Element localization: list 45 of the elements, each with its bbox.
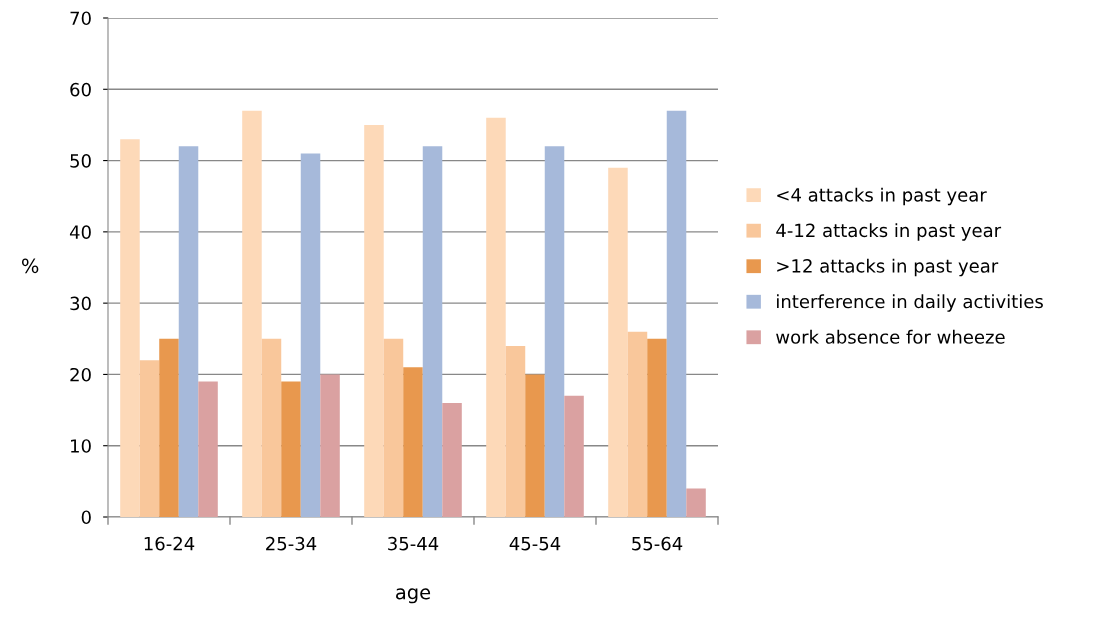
y-tick-label: 40	[69, 225, 91, 239]
legend-label: <4 attacks in past year	[777, 187, 987, 206]
y-tick-label: 50	[70, 154, 91, 168]
bar	[242, 110, 262, 517]
bar	[281, 381, 301, 517]
bar	[422, 146, 443, 517]
bar	[666, 110, 687, 517]
bar	[120, 139, 140, 517]
bar	[178, 146, 199, 517]
bar	[159, 338, 179, 517]
legend-label: work absence for wheeze	[776, 329, 1005, 344]
x-tick-label: 45-54	[509, 537, 561, 551]
bar	[139, 360, 160, 517]
y-tick-label: 20	[70, 367, 91, 382]
bar	[364, 124, 384, 517]
legend-label: interference in daily activities	[777, 294, 1043, 312]
x-tick-label: 25-34	[266, 536, 317, 551]
bar	[403, 367, 423, 517]
bar	[525, 374, 545, 517]
y-tick-label: 10	[71, 439, 91, 453]
bar	[320, 374, 340, 517]
y-axis-title: %	[22, 258, 39, 274]
legend-label: >12 attacks in past year	[777, 258, 999, 277]
y-tick-label: 30	[70, 296, 91, 311]
bar	[486, 117, 506, 517]
bar	[608, 167, 628, 517]
x-tick-label: 16-24	[144, 536, 195, 551]
bar	[442, 402, 462, 517]
bar	[383, 338, 404, 517]
bar	[261, 338, 282, 517]
x-axis-title: age	[396, 588, 431, 604]
x-tick-label: 55-64	[632, 536, 683, 551]
y-tick-label: 0	[81, 510, 91, 525]
bar	[505, 345, 526, 517]
bar	[647, 338, 667, 517]
bar	[300, 153, 321, 517]
bar	[627, 331, 648, 517]
bar	[198, 381, 218, 517]
bar	[686, 488, 706, 517]
x-tick-label: 35-44	[388, 536, 439, 551]
bar	[544, 146, 565, 517]
bar	[564, 395, 584, 517]
y-tick-label: 60	[70, 82, 91, 97]
y-tick-label: 70	[70, 11, 91, 26]
legend-label: 4-12 attacks in past year	[776, 223, 1002, 241]
